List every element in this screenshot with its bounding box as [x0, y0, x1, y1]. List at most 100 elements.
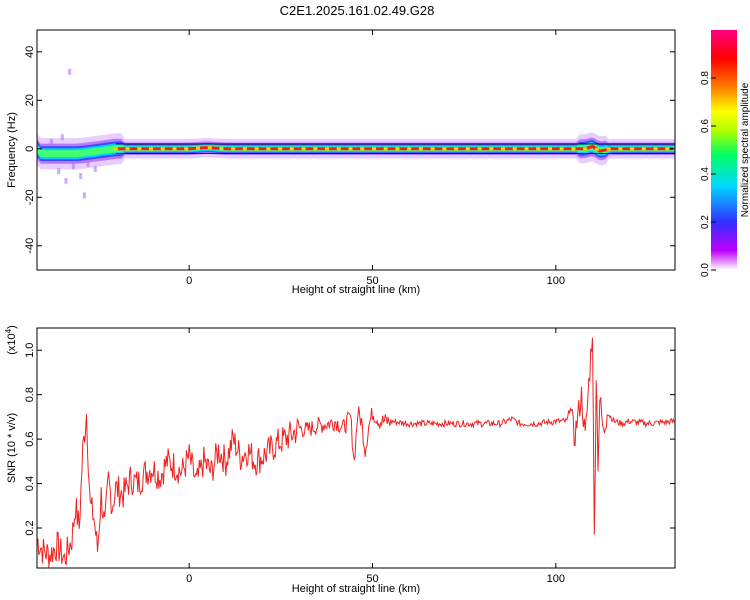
colorbar-tick-label: 0.6 — [700, 119, 711, 133]
spectrogram-ridge-dot — [360, 147, 365, 151]
spectrogram-noise — [68, 68, 72, 75]
spectrogram-ridge-dot — [454, 147, 459, 151]
spectrogram-ridge-dot — [641, 147, 646, 151]
snr-series-line — [37, 337, 675, 568]
spectrogram-ridge-dot — [383, 147, 388, 151]
spectrogram-ridge-dot — [512, 147, 517, 151]
snr-y-multiplier: (x104) — [4, 325, 18, 355]
spectrogram-ridge-dot — [184, 147, 189, 151]
snr-panel: 0 50 100 0.2 0.4 0.6 0.8 1.0 Height of straigh… — [4, 325, 676, 595]
spectrogram-y-tick-label: 40 — [24, 46, 36, 58]
spectrogram-noise — [86, 160, 90, 167]
spectrogram-ridge-dot — [313, 147, 318, 151]
spectrogram-ridge-dot — [149, 147, 154, 151]
spectrogram-ridge-dot — [606, 147, 611, 151]
spectrogram-y-tick-label: 20 — [24, 94, 36, 106]
snr-x-tick-label: 100 — [547, 573, 565, 585]
spectrogram-ridge-dot — [571, 147, 576, 151]
spectrogram-ridge-dot — [559, 147, 564, 151]
spectrogram-y-tick-label: -40 — [24, 238, 36, 254]
spectrogram-noise — [57, 168, 61, 175]
spectrogram-ridge-dot — [113, 147, 118, 151]
spectrogram-noise — [49, 139, 53, 146]
spectrogram-ridge-dot — [242, 147, 247, 151]
spectrogram-ridge-dot — [653, 147, 658, 151]
spectrogram-ridge-dot — [278, 147, 283, 151]
spectrogram-ridge-dot — [325, 147, 330, 151]
snr-frame — [36, 327, 676, 569]
spectrogram-ridge-dot — [125, 147, 130, 151]
spectrogram-noise — [79, 173, 83, 180]
spectrogram-panel: 0 50 100 -40 -20 0 20 40 Height of straight li… — [6, 29, 676, 296]
spectrogram-ridge-dot — [524, 147, 529, 151]
spectrogram-y-axis-label: Frequency (Hz) — [6, 112, 18, 188]
spectrogram-ridge-dot — [219, 146, 224, 150]
snr-x-ticks: 0 50 100 — [186, 328, 565, 585]
spectrogram-noise — [93, 165, 97, 172]
spectrogram-ridge-dot — [665, 147, 670, 151]
snr-y-tick-label: 0.8 — [24, 387, 36, 402]
snr-x-axis-label: Height of straight line (km) — [292, 583, 420, 595]
spectrogram-ridge-dot — [630, 147, 635, 151]
spectrogram-ridge-dot — [536, 147, 541, 151]
spectrogram-ridge-dot — [501, 147, 506, 151]
snr-y-tick-label: 1.0 — [24, 343, 36, 358]
spectrogram-frame — [36, 29, 676, 271]
colorbar-gradient — [711, 30, 737, 270]
spectrogram-ridge-dot — [489, 147, 494, 151]
colorbar-tick-label: 0.0 — [700, 263, 711, 277]
spectrogram-ridge-dot — [231, 147, 236, 151]
spectrogram-x-tick-label: 100 — [547, 275, 565, 287]
snr-x-tick-label: 50 — [366, 573, 378, 585]
colorbar-ticks: 0.0 0.2 0.4 0.6 0.8 — [700, 71, 716, 277]
spectrogram-ridge-dot — [465, 147, 470, 151]
spectrogram-ridge-dot — [594, 147, 599, 151]
spectrogram-ridge-dot — [266, 147, 271, 151]
spectrogram-noise — [82, 192, 86, 199]
spectrogram-ridge-dot — [207, 146, 212, 150]
spectrogram-ridge-dot — [301, 147, 306, 151]
spectrogram-ridge-dot — [618, 147, 623, 151]
spectrogram-x-ticks: 0 50 100 — [186, 30, 565, 287]
spectrogram-y-ticks: -40 -20 0 20 40 — [24, 46, 675, 254]
spectrogram-y-tick-label: -20 — [24, 189, 36, 205]
chart-title: C2E1.2025.161.02.49.G28 — [280, 3, 435, 18]
spectrogram-ridge-dot — [336, 147, 341, 151]
colorbar: 0.0 0.2 0.4 0.6 0.8 Normalized spectral ampl… — [700, 30, 750, 277]
spectrogram-ridge-dot — [395, 147, 400, 151]
spectrogram-noise — [64, 177, 68, 184]
colorbar-tick-label: 0.8 — [700, 71, 711, 85]
colorbar-tick-label: 0.4 — [700, 167, 711, 181]
spectrogram-ridge-dot — [289, 147, 294, 151]
spectrogram-ridge-dot — [160, 147, 165, 151]
spectrogram-noise — [60, 134, 64, 141]
spectrogram-ridge-dot — [254, 147, 259, 151]
spectrogram-ridge-dot — [137, 147, 142, 151]
spectrogram-ridge-dot — [477, 147, 482, 151]
snr-y-tick-label: 0.2 — [24, 520, 36, 535]
spectrogram-ridge-dot — [430, 147, 435, 151]
spectrogram-ridge-dot — [407, 147, 412, 151]
snr-y-multiplier-exponent: 4 — [4, 328, 13, 333]
spectrogram-ridge-dot — [348, 147, 353, 151]
spectrogram-y-tick-label: 0 — [24, 146, 36, 152]
colorbar-tick-label: 0.2 — [700, 215, 711, 229]
snr-y-multiplier-base: (x10 — [6, 333, 18, 354]
spectrogram-ridge-dot — [172, 147, 177, 151]
spectrogram-ridge-dot — [195, 146, 200, 150]
spectrogram-x-tick-label: 50 — [366, 275, 378, 287]
colorbar-label: Normalized spectral amplitude — [740, 82, 750, 217]
snr-y-ticks: 0.2 0.4 0.6 0.8 1.0 — [24, 343, 675, 536]
snr-x-tick-label: 0 — [186, 573, 192, 585]
snr-y-axis-label: SNR (10 * v/v) — [6, 413, 18, 483]
spectrogram-ridge-dot — [418, 147, 423, 151]
snr-y-multiplier-close: ) — [6, 325, 18, 329]
spectrogram-ridge-dot — [583, 147, 588, 151]
spectrogram-heatmap — [37, 68, 675, 199]
spectrogram-noise — [71, 163, 75, 170]
spectrogram-x-tick-label: 0 — [186, 275, 192, 287]
spectrogram-ridge-dot — [371, 147, 376, 151]
snr-y-tick-label: 0.4 — [24, 476, 36, 491]
spectrogram-x-axis-label: Height of straight line (km) — [292, 284, 420, 296]
